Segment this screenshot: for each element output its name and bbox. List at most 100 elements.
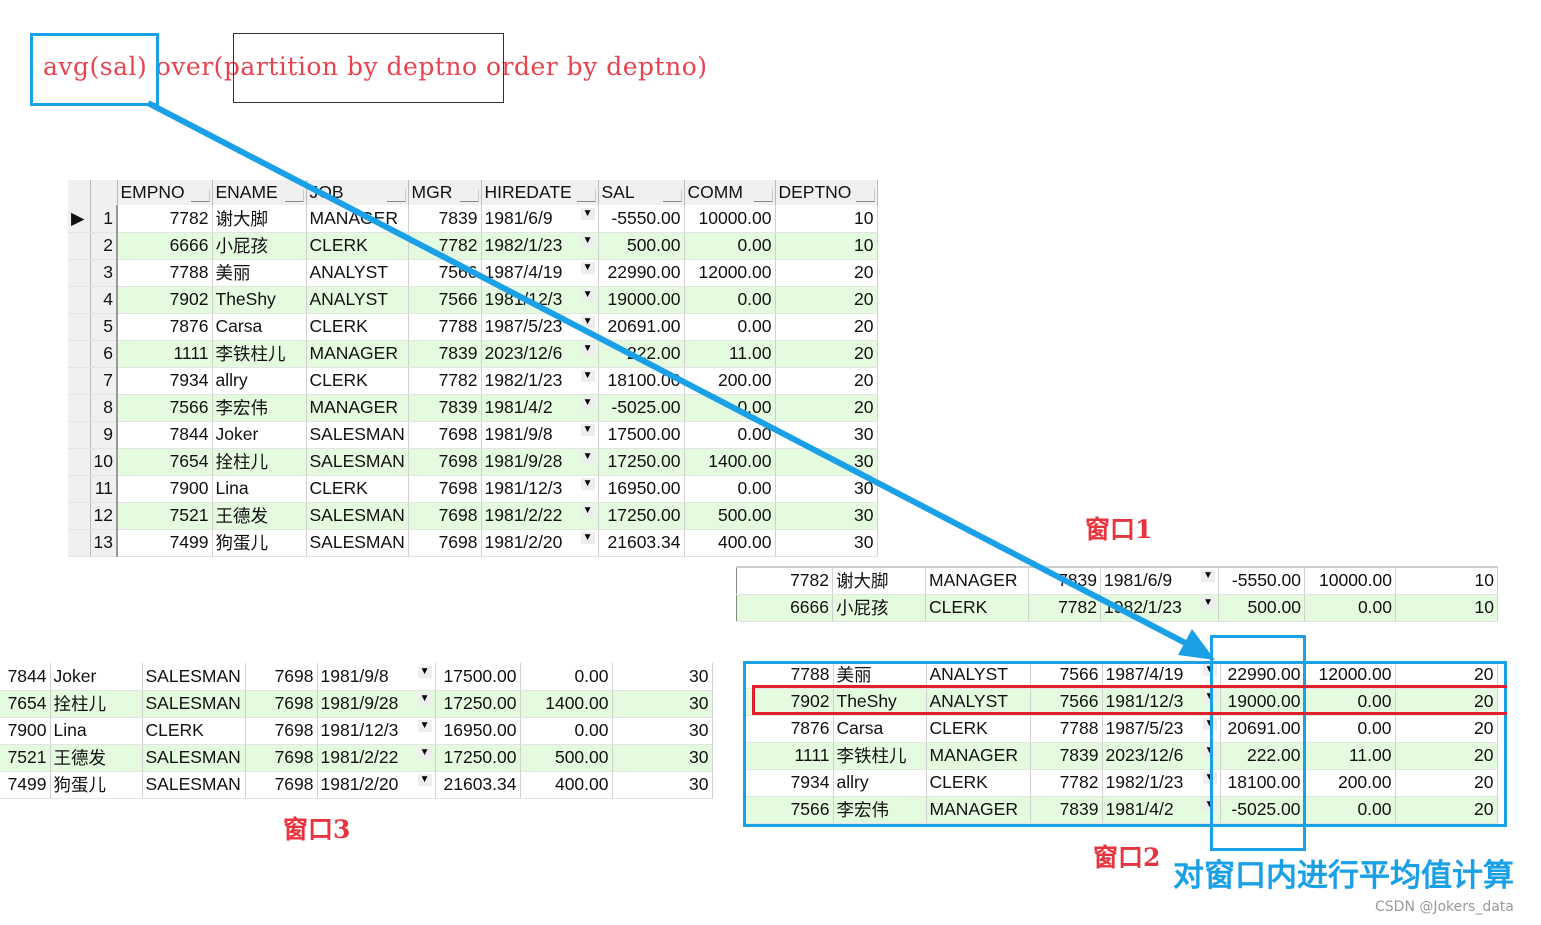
cell-sal[interactable]: 16950.00 [598,475,685,503]
dropdown-arrow-icon[interactable]: ▼ [1201,597,1215,609]
table-row[interactable]: 6666 小屁孩 CLERK 7782 1982/1/23 ▼ 500.00 0.00 10 [736,594,1498,622]
cell-empno[interactable]: 7788 [117,259,213,287]
cell-empno[interactable]: 7844 [0,663,51,691]
cell-empno[interactable]: 7654 [117,448,213,476]
cell-deptno[interactable]: 10 [775,205,878,233]
cell-comm[interactable]: 0.00 [1304,594,1396,622]
table-row[interactable]: ▶ 1 7782 谢大脚 MANAGER 7839 1981/6/9 ▼ -5550.00 100… [68,205,878,233]
cell-mgr[interactable]: 7698 [408,475,482,503]
dropdown-arrow-icon[interactable]: ▼ [580,397,595,409]
dropdown-arrow-icon[interactable]: ▼ [580,505,595,517]
cell-empno[interactable]: 7902 [745,688,834,716]
table-row[interactable]: 7934 allry CLERK 7782 1982/1/23 ▼ 18100.00 200.… [745,769,1498,797]
cell-deptno[interactable]: 20 [1395,742,1498,770]
table-row[interactable]: 9 7844 Joker SALESMAN 7698 1981/9/8 ▼ 17500.00 0… [68,421,878,449]
dropdown-arrow-icon[interactable]: ▼ [1202,772,1217,784]
cell-sal[interactable]: 22990.00 [598,259,685,287]
cell-mgr[interactable]: 7698 [245,663,318,691]
cell-deptno[interactable]: 20 [1395,796,1498,824]
cell-mgr[interactable]: 7839 [408,205,482,233]
cell-deptno[interactable]: 20 [775,367,878,395]
cell-deptno[interactable]: 30 [775,475,878,503]
cell-ename[interactable]: 狗蛋儿 [212,529,307,557]
dropdown-arrow-icon[interactable]: ▼ [580,289,595,301]
cell-sal[interactable]: 22990.00 [1220,661,1305,689]
cell-mgr[interactable]: 7566 [1030,688,1103,716]
sort-button[interactable] [855,189,875,202]
cell-sal[interactable]: 16950.00 [435,717,521,745]
sort-button[interactable] [386,189,406,202]
cell-job[interactable]: CLERK [306,475,409,503]
cell-comm[interactable]: 500.00 [684,502,776,530]
cell-job[interactable]: CLERK [142,717,246,745]
cell-empno[interactable]: 7900 [117,475,213,503]
cell-comm[interactable]: 10000.00 [684,205,776,233]
cell-job[interactable]: MANAGER [926,742,1031,770]
sort-button[interactable] [662,189,682,202]
cell-mgr[interactable]: 7788 [1030,715,1103,743]
cell-ename[interactable]: Lina [212,475,307,503]
cell-sal[interactable]: 17500.00 [435,663,521,691]
cell-deptno[interactable]: 20 [775,259,878,287]
cell-ename[interactable]: 李宏伟 [833,796,927,824]
cell-hiredate[interactable]: 1981/9/28 ▼ [317,690,436,718]
cell-sal[interactable]: 17250.00 [598,502,685,530]
cell-comm[interactable]: 0.00 [684,286,776,314]
cell-ename[interactable]: 谢大脚 [832,567,926,595]
dropdown-arrow-icon[interactable]: ▼ [417,720,432,732]
cell-comm[interactable]: 10000.00 [1304,567,1396,595]
cell-job[interactable]: CLERK [306,232,409,260]
sort-button[interactable] [459,189,479,202]
table-row[interactable]: 7900 Lina CLERK 7698 1981/12/3 ▼ 16950.00 0.00 3… [0,717,713,745]
cell-mgr[interactable]: 7782 [1030,769,1103,797]
cell-deptno[interactable]: 30 [775,502,878,530]
cell-mgr[interactable]: 7566 [408,286,482,314]
dropdown-arrow-icon[interactable]: ▼ [580,316,595,328]
cell-sal[interactable]: 19000.00 [1220,688,1305,716]
cell-empno[interactable]: 7934 [745,769,834,797]
cell-job[interactable]: CLERK [926,769,1031,797]
cell-job[interactable]: SALESMAN [306,421,409,449]
dropdown-arrow-icon[interactable]: ▼ [580,343,595,355]
cell-sal[interactable]: 500.00 [598,232,685,260]
cell-mgr[interactable]: 7698 [245,690,318,718]
cell-mgr[interactable]: 7698 [408,448,482,476]
cell-empno[interactable]: 7876 [745,715,834,743]
cell-deptno[interactable]: 30 [612,717,713,745]
cell-job[interactable]: MANAGER [925,567,1029,595]
cell-mgr[interactable]: 7698 [408,529,482,557]
table-row[interactable]: 7902 TheShy ANALYST 7566 1981/12/3 ▼ 19000.00 0… [745,688,1498,716]
cell-comm[interactable]: 0.00 [684,313,776,341]
cell-comm[interactable]: 0.00 [520,663,613,691]
cell-deptno[interactable]: 20 [1395,715,1498,743]
cell-empno[interactable]: 7499 [0,771,51,799]
sort-button[interactable] [753,189,773,202]
cell-mgr[interactable]: 7782 [1028,594,1101,622]
cell-deptno[interactable]: 30 [612,690,713,718]
cell-comm[interactable]: 12000.00 [684,259,776,287]
cell-sal[interactable]: -5550.00 [1218,567,1305,595]
cell-mgr[interactable]: 7839 [1030,742,1103,770]
dropdown-arrow-icon[interactable]: ▼ [580,262,595,274]
cell-empno[interactable]: 6666 [736,594,833,622]
cell-empno[interactable]: 7782 [117,205,213,233]
table-row[interactable]: 7654 拴柱儿 SALESMAN 7698 1981/9/28 ▼ 17250.00 140… [0,690,713,718]
cell-job[interactable]: ANALYST [926,688,1031,716]
cell-hiredate[interactable]: 1981/2/20 ▼ [481,529,599,557]
dropdown-arrow-icon[interactable]: ▼ [1202,745,1217,757]
cell-job[interactable]: SALESMAN [142,771,246,799]
cell-deptno[interactable]: 30 [612,771,713,799]
column-header-hiredate[interactable]: HIREDATE [481,180,599,205]
dropdown-arrow-icon[interactable]: ▼ [580,370,595,382]
cell-comm[interactable]: 0.00 [684,475,776,503]
table-row[interactable]: 8 7566 李宏伟 MANAGER 7839 1981/4/2 ▼ -5025.00 0.00… [68,394,878,422]
cell-hiredate[interactable]: 1981/12/3 ▼ [1102,688,1221,716]
cell-ename[interactable]: Carsa [833,715,927,743]
cell-comm[interactable]: 12000.00 [1304,661,1396,689]
cell-ename[interactable]: 王德发 [50,744,143,772]
cell-job[interactable]: CLERK [925,594,1029,622]
column-header-mgr[interactable]: MGR [408,180,482,205]
dropdown-arrow-icon[interactable]: ▼ [1202,718,1217,730]
cell-hiredate[interactable]: 1987/4/19 ▼ [1102,661,1221,689]
cell-mgr[interactable]: 7839 [1030,796,1103,824]
